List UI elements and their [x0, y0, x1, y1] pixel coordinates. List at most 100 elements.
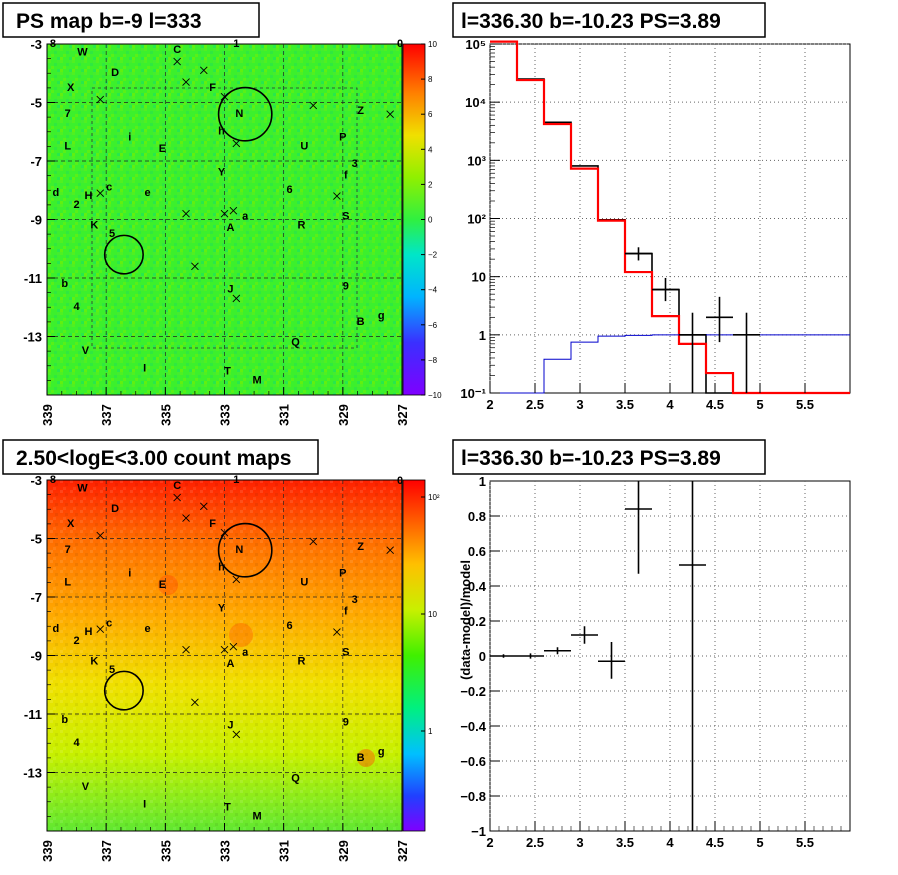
- ps-source-label: I: [143, 363, 146, 375]
- spectrum-ytick-label: 1: [479, 328, 486, 343]
- spectrum-xtick-label: 3: [576, 397, 583, 412]
- count-xtick-label: 331: [277, 840, 292, 862]
- ps-cbar-tick-label: 0: [428, 216, 433, 225]
- ps-ytick-label: -9: [30, 213, 42, 228]
- spectrum-point: [652, 277, 679, 302]
- ps-source-label: N: [235, 108, 243, 120]
- ps-cross-marker: [232, 139, 241, 148]
- ps-cross-marker: [173, 57, 181, 66]
- count-source-label: I: [143, 799, 146, 811]
- ps-source-label: h: [218, 126, 225, 138]
- ps-source-label: g: [378, 310, 385, 322]
- residual-ytick-label: 0.2: [468, 614, 486, 629]
- count-ytick-label: -7: [30, 590, 42, 605]
- ps-cross-stroke: [191, 262, 199, 271]
- count-source-label: Q: [291, 772, 300, 784]
- ps-source-label: B: [357, 316, 365, 328]
- ps-cross-stroke: [229, 206, 238, 215]
- residual-xtick-label: 3.5: [616, 835, 634, 850]
- count-source-label: D: [111, 503, 119, 515]
- residual-ytick-label: 0.4: [468, 579, 487, 594]
- ps-ytick-label: -7: [30, 154, 42, 169]
- ps-source-label: C: [173, 44, 181, 56]
- spectrum-panel: l=336.30 b=-10.23 PS=3.89 2 2.5 3 3.5 4 4.5 5 5…: [452, 2, 851, 412]
- count-cross-stroke: [386, 546, 394, 555]
- ps-source-label: 6: [287, 184, 293, 196]
- count-cross-marker: [199, 502, 208, 511]
- count-source-label: M: [252, 810, 261, 822]
- ps-source-label: U: [300, 140, 308, 152]
- ps-colorbar: [403, 44, 425, 395]
- residual-ytick-label: −0.6: [460, 754, 486, 769]
- count-ytick-label: -5: [30, 532, 42, 547]
- spectrum-ytick-label: 10⁻¹: [460, 386, 486, 401]
- count-cross-stroke: [182, 645, 190, 654]
- count-map-axes: 339 337 335 333 331 329 327-3-5-7-9-11-13: [23, 473, 410, 862]
- ps-cross-stroke: [309, 101, 318, 110]
- ps-cross-stroke: [386, 110, 394, 119]
- ps-source-label: H: [84, 190, 92, 202]
- count-source-label: E: [159, 579, 166, 591]
- ps-cross-marker: [96, 95, 105, 104]
- spectrum-xtick-label: 5: [756, 397, 763, 412]
- spectrum-xtick-label: 2.5: [526, 397, 544, 412]
- spectrum-xtick-label: 2: [486, 397, 493, 412]
- ps-xtick-label: 337: [99, 404, 114, 426]
- ps-xtick-label: 329: [336, 404, 351, 426]
- count-cross-stroke: [173, 493, 181, 502]
- ps-cbar-tick-label: −6: [428, 321, 438, 330]
- residual-xtick-label: 2.5: [526, 835, 544, 850]
- count-cross-marker: [96, 531, 105, 540]
- ps-source-label: 5: [109, 228, 115, 240]
- count-source-label: U: [300, 576, 308, 588]
- ps-source-label: 4: [74, 301, 81, 313]
- spectrum-xtick-label: 5.5: [796, 397, 814, 412]
- ps-source-label: L: [64, 140, 71, 152]
- ps-xtick-label: 335: [158, 404, 173, 426]
- ps-source-label: i: [128, 132, 131, 144]
- ps-cross-stroke: [199, 66, 208, 75]
- count-source-label: J: [227, 720, 233, 732]
- ps-source-label: e: [145, 187, 151, 199]
- residual-xtick-label: 5: [756, 835, 763, 850]
- count-cross-marker: [386, 546, 394, 555]
- ps-cross-stroke: [96, 95, 105, 104]
- ps-source-label: Y: [218, 167, 226, 179]
- count-xtick-label: 339: [40, 840, 55, 862]
- count-cross-stroke: [199, 502, 208, 511]
- count-map-title: 2.50<logE<3.00 count maps: [16, 447, 291, 470]
- count-map-grid: [47, 480, 402, 831]
- spectrum-ytick-label: 10⁴: [465, 95, 486, 110]
- count-xtick-label: 333: [218, 840, 233, 862]
- spectrum-data-points: [625, 247, 760, 393]
- ps-ytick-label: -3: [30, 37, 42, 52]
- count-source-label: b: [61, 714, 68, 726]
- count-cross-marker: [191, 698, 199, 707]
- spectrum-point: [625, 247, 652, 261]
- spectrum-axes: 2 2.5 3 3.5 4 4.5 5 5.5 10⁻¹ 1 10 10² 10³ 10⁴ 10⁵: [460, 37, 814, 412]
- ps-cross-stroke: [220, 209, 229, 218]
- count-cross-marker: [232, 575, 241, 584]
- ps-cross-stroke: [182, 78, 190, 86]
- count-source-label: P: [339, 568, 346, 580]
- residual-ytick-label: −1: [471, 824, 486, 839]
- ps-source-label: 7: [65, 108, 71, 120]
- residual-ytick-label: −0.8: [460, 789, 486, 804]
- count-source-circle: [103, 670, 144, 711]
- ps-cross-marker: [232, 294, 241, 303]
- count-cross-marker: [232, 730, 241, 739]
- count-source-label: 9: [343, 717, 349, 729]
- count-source-label: 3: [352, 594, 358, 606]
- residual-title: l=336.30 b=-10.23 PS=3.89: [461, 447, 721, 470]
- ps-source-label: S: [342, 211, 349, 223]
- ps-cross-marker: [96, 189, 105, 197]
- residual-point: [625, 481, 652, 574]
- ps-cbar-tick-label: 4: [428, 145, 433, 154]
- count-cross-marker: [173, 493, 181, 502]
- count-xtick-label: 329: [336, 840, 351, 862]
- spectrum-ytick-label: 10²: [467, 212, 486, 227]
- count-ytick-label: -9: [30, 649, 42, 664]
- count-source-label: H: [84, 626, 92, 638]
- ps-cross-marker: [182, 209, 190, 218]
- count-map-panel: 2.50<logE<3.00 count maps 8W C 1DX F7 N ZiEhU…: [2, 439, 440, 862]
